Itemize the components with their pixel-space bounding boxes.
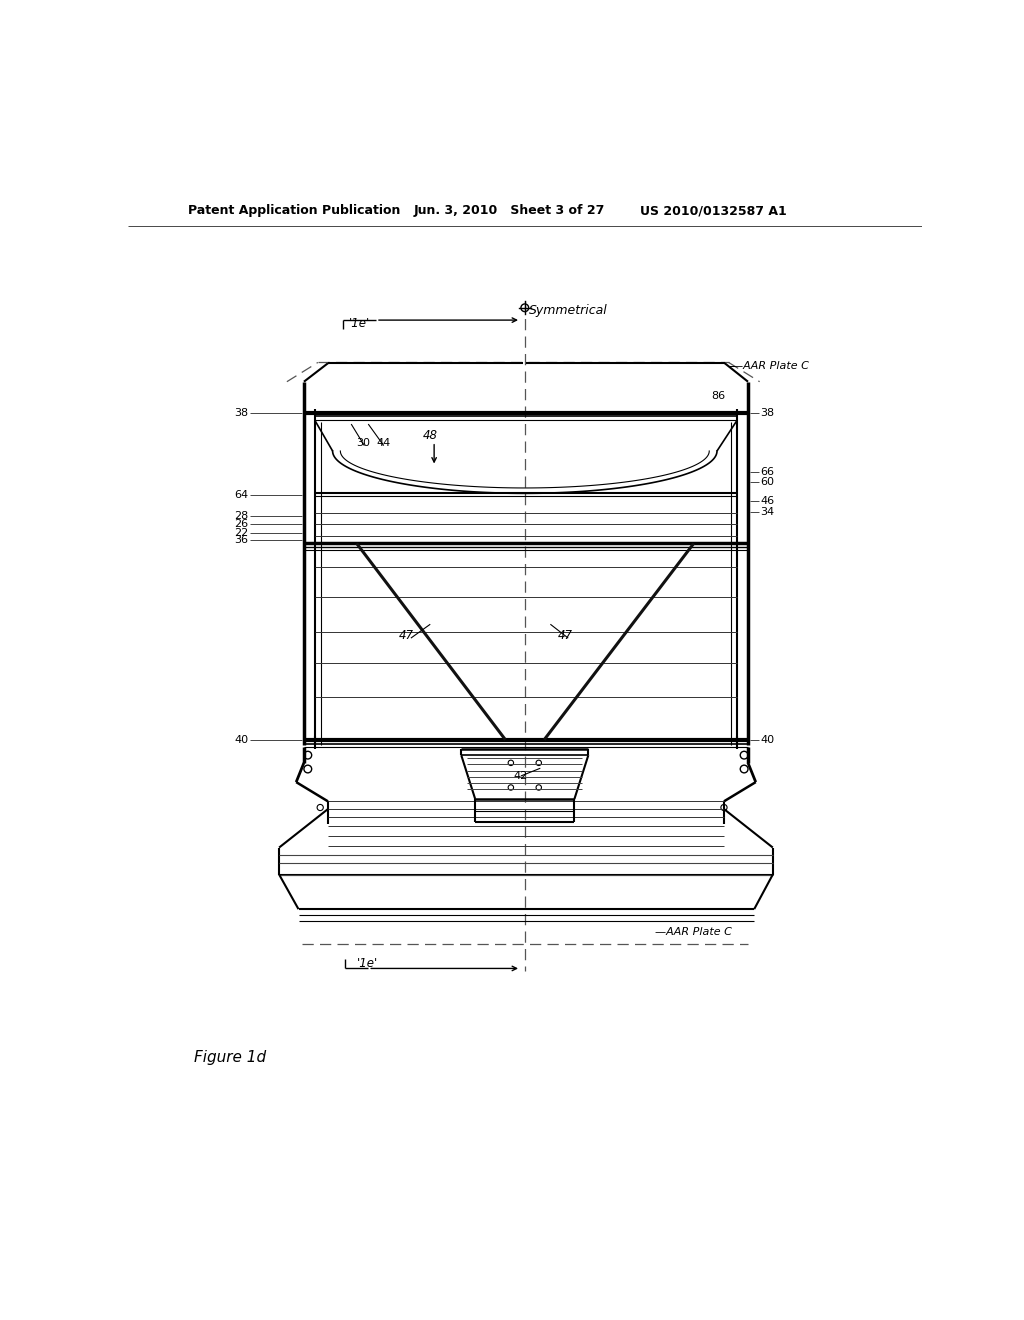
- Text: 26: 26: [234, 519, 248, 529]
- Text: 47: 47: [558, 630, 573, 643]
- Text: US 2010/0132587 A1: US 2010/0132587 A1: [640, 205, 786, 218]
- Text: '1e': '1e': [349, 317, 370, 330]
- Text: 34: 34: [761, 507, 774, 517]
- Text: 64: 64: [234, 490, 248, 500]
- Text: 40: 40: [234, 735, 248, 744]
- Text: Patent Application Publication: Patent Application Publication: [188, 205, 400, 218]
- Text: Symmetrical: Symmetrical: [528, 304, 607, 317]
- Text: 46: 46: [761, 496, 774, 506]
- Text: Figure 1d: Figure 1d: [194, 1051, 266, 1065]
- Text: 38: 38: [234, 408, 248, 417]
- Text: 30: 30: [356, 438, 371, 449]
- Text: —AAR Plate C: —AAR Plate C: [732, 362, 809, 371]
- Text: 48: 48: [423, 429, 437, 442]
- Text: 28: 28: [233, 511, 248, 521]
- Text: 22: 22: [233, 528, 248, 537]
- Text: 40: 40: [761, 735, 774, 744]
- Text: 60: 60: [761, 477, 774, 487]
- Text: '1e': '1e': [356, 957, 378, 970]
- Text: 47: 47: [399, 630, 415, 643]
- Text: —AAR Plate C: —AAR Plate C: [655, 927, 732, 937]
- Text: 42: 42: [513, 771, 527, 781]
- Text: 86: 86: [712, 391, 726, 400]
- Text: 66: 66: [761, 467, 774, 477]
- Text: 36: 36: [234, 536, 248, 545]
- Text: 44: 44: [376, 438, 390, 449]
- Text: Jun. 3, 2010   Sheet 3 of 27: Jun. 3, 2010 Sheet 3 of 27: [414, 205, 604, 218]
- Text: 38: 38: [761, 408, 774, 417]
